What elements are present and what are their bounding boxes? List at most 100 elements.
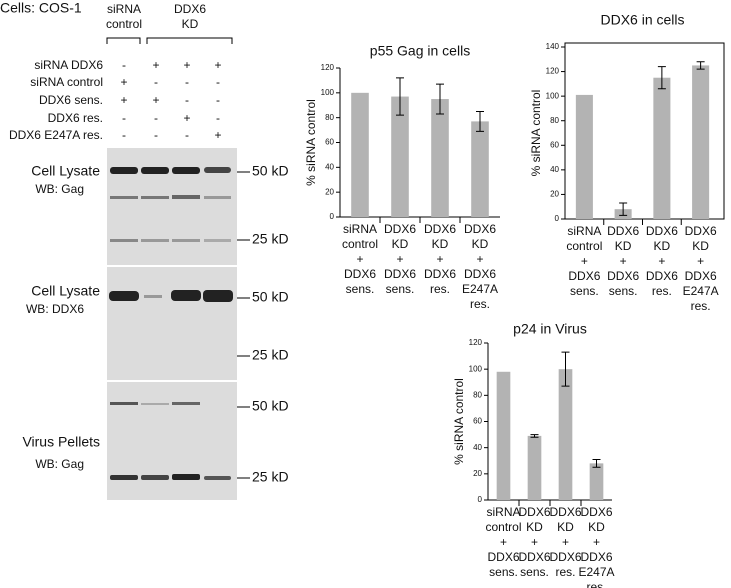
marker-label: 25 kD xyxy=(252,347,289,363)
x-tick-label: res. xyxy=(691,299,711,313)
blot-label: WB: Gag xyxy=(35,457,84,471)
marker-label: 25 kD xyxy=(252,231,289,247)
sign: - xyxy=(185,93,189,107)
y-tick-label: 40 xyxy=(325,162,334,171)
blot-panel xyxy=(107,382,237,500)
blot-label: WB: DDX6 xyxy=(26,302,84,316)
y-tick-label: 80 xyxy=(325,113,334,122)
x-tick-label: siRNA xyxy=(343,222,377,236)
y-tick-label: 80 xyxy=(473,390,482,399)
x-tick-label: E247A xyxy=(683,284,719,298)
bar xyxy=(575,94,593,219)
x-tick-label: + xyxy=(581,254,588,268)
blot-panel xyxy=(107,148,237,265)
sign: - xyxy=(154,75,158,89)
x-tick-label: DDX6 xyxy=(464,222,496,236)
x-tick-label: + xyxy=(500,535,507,549)
bar xyxy=(471,121,489,217)
x-tick-label: DDX6 xyxy=(646,269,678,283)
group-label: siRNA xyxy=(107,2,141,16)
x-tick-label: + xyxy=(476,252,483,266)
y-tick-label: 120 xyxy=(321,63,335,72)
row-label: siRNA DDX6 xyxy=(34,58,103,72)
sign: - xyxy=(216,75,220,89)
y-axis-label: % siRNA control xyxy=(452,378,466,465)
x-tick-label: DDX6 xyxy=(549,550,581,564)
x-tick-label: DDX6 xyxy=(685,269,717,283)
x-tick-label: + xyxy=(697,254,704,268)
y-tick-label: 60 xyxy=(550,140,559,149)
x-tick-label: sens. xyxy=(609,284,638,298)
x-tick-label: DDX6 xyxy=(384,222,416,236)
error-bar xyxy=(561,351,570,387)
blot-panel xyxy=(107,267,237,380)
sign: - xyxy=(154,111,158,125)
blot-label: Virus Pellets xyxy=(22,434,100,450)
x-tick-label: + xyxy=(436,252,443,266)
figure-title: Cells: COS-1 xyxy=(0,0,82,16)
sign: + xyxy=(152,58,159,72)
y-tick-label: 100 xyxy=(469,364,483,373)
error-bar xyxy=(436,83,444,115)
bar xyxy=(589,463,604,500)
sign: + xyxy=(214,58,221,72)
blot-label: Cell Lysate xyxy=(31,163,100,179)
x-tick-label: E247A xyxy=(578,565,614,579)
group-label: KD xyxy=(182,17,199,31)
x-tick-label: DDX6 xyxy=(568,269,600,283)
y-tick-label: 0 xyxy=(555,214,560,223)
x-tick-label: DDX6 xyxy=(464,267,496,281)
error-bar xyxy=(396,77,404,116)
x-tick-label: siRNA xyxy=(567,224,601,238)
chart-title: p24 in Virus xyxy=(513,321,587,337)
marker-label: 50 kD xyxy=(252,289,289,305)
x-tick-label: res. xyxy=(470,297,490,311)
y-tick-label: 40 xyxy=(473,443,482,452)
row-label: DDX6 res. xyxy=(48,111,103,125)
bar xyxy=(391,96,409,217)
x-tick-label: DDX6 xyxy=(518,550,550,564)
y-tick-label: 100 xyxy=(321,88,335,97)
x-tick-label: DDX6 xyxy=(580,505,612,519)
y-tick-label: 100 xyxy=(546,91,560,100)
marker-label: 25 kD xyxy=(252,469,289,485)
x-tick-label: KD xyxy=(615,239,632,253)
x-tick-label: control xyxy=(485,520,521,534)
x-tick-label: DDX6 xyxy=(685,224,717,238)
x-tick-label: DDX6 xyxy=(344,267,376,281)
x-tick-label: + xyxy=(531,535,538,549)
x-tick-label: sens. xyxy=(346,282,375,296)
y-axis-label: % siRNA control xyxy=(304,99,318,186)
x-tick-label: DDX6 xyxy=(384,267,416,281)
bar xyxy=(653,77,671,219)
sign: - xyxy=(216,111,220,125)
x-tick-label: + xyxy=(562,535,569,549)
y-tick-label: 120 xyxy=(546,67,560,76)
group-label: DDX6 xyxy=(174,2,206,16)
x-tick-label: DDX6 xyxy=(607,269,639,283)
bar xyxy=(496,371,511,500)
sign: - xyxy=(185,128,189,142)
error-bar xyxy=(592,458,601,468)
x-tick-label: + xyxy=(658,254,665,268)
bar xyxy=(527,435,542,500)
x-tick-label: KD xyxy=(472,237,489,251)
group-bracket xyxy=(106,37,233,44)
x-tick-label: siRNA xyxy=(486,505,520,519)
x-tick-label: DDX6 xyxy=(580,550,612,564)
x-tick-label: sens. xyxy=(570,284,599,298)
y-tick-label: 20 xyxy=(325,187,334,196)
x-tick-label: KD xyxy=(557,520,574,534)
x-tick-label: res. xyxy=(652,284,672,298)
sign: + xyxy=(120,93,127,107)
x-tick-label: res. xyxy=(586,580,606,588)
bar xyxy=(431,99,449,217)
x-tick-label: DDX6 xyxy=(424,222,456,236)
x-tick-label: DDX6 xyxy=(424,267,456,281)
x-tick-label: sens. xyxy=(489,565,518,579)
row-label: DDX6 E247A res. xyxy=(9,128,103,142)
y-axis-label: % siRNA control xyxy=(529,90,543,177)
x-tick-label: + xyxy=(620,254,627,268)
x-tick-label: res. xyxy=(430,282,450,296)
x-tick-label: KD xyxy=(432,237,449,251)
